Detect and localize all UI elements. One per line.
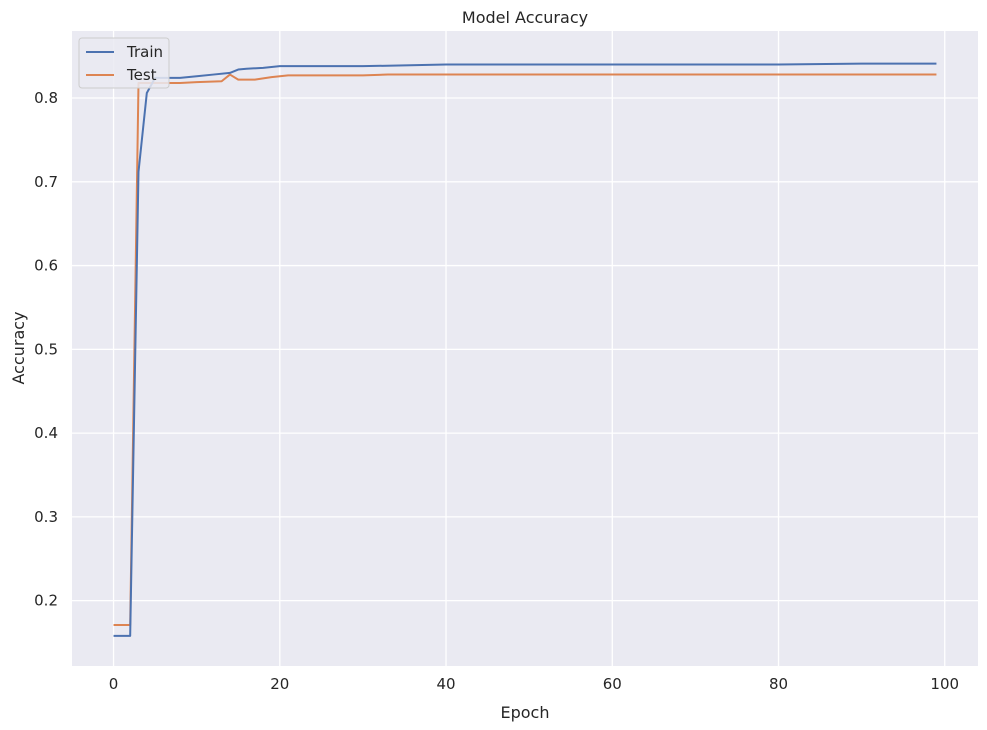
y-tick-labels: 0.2 0.3 0.4 0.5 0.6 0.7 0.8 bbox=[34, 89, 58, 610]
legend-label-train: Train bbox=[126, 43, 163, 61]
y-tick-label: 0.6 bbox=[34, 257, 58, 275]
y-tick-label: 0.5 bbox=[34, 340, 58, 358]
x-tick-label: 20 bbox=[270, 675, 289, 693]
x-tick-label: 100 bbox=[930, 675, 959, 693]
x-tick-label: 40 bbox=[436, 675, 455, 693]
legend: Train Test bbox=[78, 37, 170, 89]
grid-lines bbox=[72, 31, 978, 666]
plot-background bbox=[72, 31, 978, 666]
x-tick-label: 0 bbox=[109, 675, 119, 693]
y-tick-label: 0.7 bbox=[34, 173, 58, 191]
legend-label-test: Test bbox=[126, 66, 157, 84]
chart-title: Model Accuracy bbox=[462, 8, 588, 27]
y-axis-label: Accuracy bbox=[9, 311, 28, 384]
x-tick-labels: 0 20 40 60 80 100 bbox=[109, 675, 959, 693]
y-tick-label: 0.2 bbox=[34, 592, 58, 610]
x-tick-label: 60 bbox=[603, 675, 622, 693]
x-tick-label: 80 bbox=[769, 675, 788, 693]
y-tick-label: 0.8 bbox=[34, 89, 58, 107]
y-tick-label: 0.3 bbox=[34, 508, 58, 526]
y-tick-label: 0.4 bbox=[34, 424, 58, 442]
x-axis-label: Epoch bbox=[501, 703, 550, 722]
